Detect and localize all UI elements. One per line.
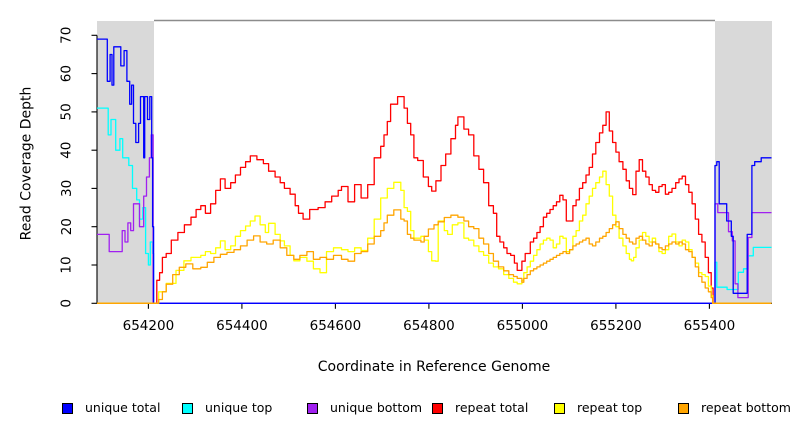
series-line-unique-bottom xyxy=(97,134,772,304)
x-tick-label: 655400 xyxy=(684,318,736,334)
legend-label: unique top xyxy=(205,400,273,415)
x-tick-label: 654400 xyxy=(216,318,268,334)
series-line-repeat-bottom xyxy=(97,209,772,304)
x-axis-title: Coordinate in Reference Genome xyxy=(317,359,551,375)
shaded-region-left xyxy=(97,21,154,304)
legend-swatch-unique-top xyxy=(182,402,193,414)
legend: unique total unique top unique bottom repea… xyxy=(0,399,792,417)
x-tick-label: 654200 xyxy=(123,318,175,334)
legend-label: repeat bottom xyxy=(701,400,791,415)
legend-label: repeat top xyxy=(577,400,643,415)
y-tick-label: 40 xyxy=(59,142,75,159)
legend-item-unique-total: unique total xyxy=(62,399,160,417)
series-line-unique-total xyxy=(97,38,772,304)
x-tick-label: 655200 xyxy=(590,318,642,334)
series-line-repeat-total xyxy=(97,95,772,304)
legend-item-repeat-top: repeat top xyxy=(554,399,642,417)
y-tick-label: 30 xyxy=(59,180,75,197)
legend-item-unique-bottom: unique bottom xyxy=(307,399,422,417)
legend-swatch-unique-bottom xyxy=(307,402,318,414)
series-line-repeat-top xyxy=(97,170,772,304)
x-tick-label: 654800 xyxy=(403,318,455,334)
x-tick-label: 655000 xyxy=(497,318,549,334)
y-tick-label: 20 xyxy=(59,218,75,235)
legend-swatch-unique-total xyxy=(62,402,73,414)
legend-item-repeat-total: repeat total xyxy=(432,399,528,417)
y-tick-label: 60 xyxy=(59,65,75,82)
legend-swatch-repeat-bottom xyxy=(678,402,689,414)
y-tick-label: 50 xyxy=(59,103,75,120)
legend-label: unique total xyxy=(85,400,161,415)
y-axis-title: Read Coverage Depth xyxy=(18,86,35,241)
axes xyxy=(91,34,772,309)
y-tick-label: 0 xyxy=(59,299,75,308)
x-tick-label: 654600 xyxy=(310,318,362,334)
y-tick-label: 10 xyxy=(59,256,75,273)
legend-item-repeat-bottom: repeat bottom xyxy=(678,399,791,417)
tick-labels: 0 10 20 30 40 50 60 70 654200 654400 654600 654800 6… xyxy=(59,27,735,334)
series-line-unique-top xyxy=(97,107,772,304)
legend-label: repeat total xyxy=(455,400,529,415)
y-tick-label: 70 xyxy=(59,27,75,44)
legend-label: unique bottom xyxy=(330,400,423,415)
shaded-region-right xyxy=(715,21,772,304)
legend-swatch-repeat-top xyxy=(554,402,565,414)
legend-item-unique-top: unique top xyxy=(182,399,272,417)
legend-swatch-repeat-total xyxy=(432,402,443,414)
